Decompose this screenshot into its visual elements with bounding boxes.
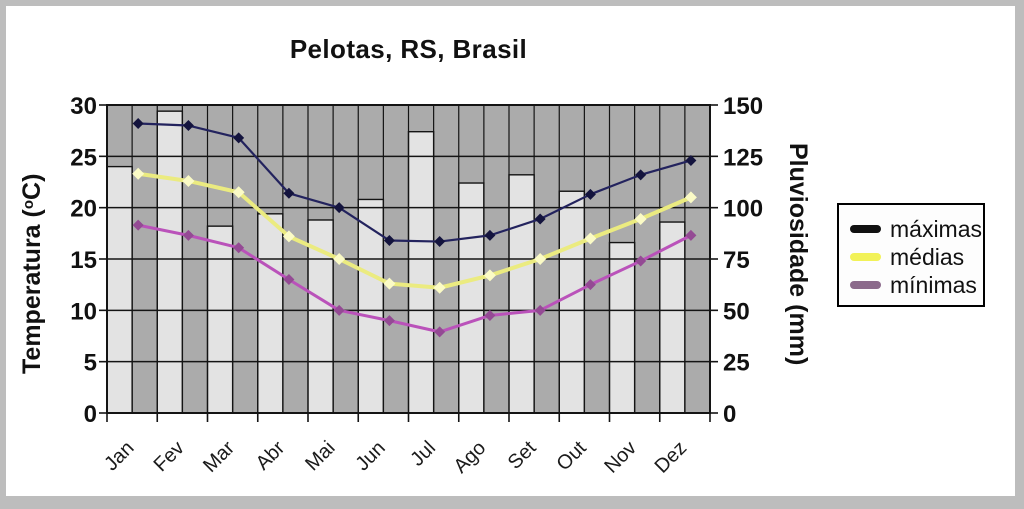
series-marker-1-set	[534, 253, 547, 265]
x-axis-label-dez: Dez	[651, 437, 692, 478]
legend-label-maximas: máximas	[890, 215, 983, 242]
series-marker-1-jan	[132, 167, 145, 180]
legend: máximas médias mínimas	[837, 203, 985, 307]
series-marker-1-fev	[182, 174, 195, 187]
precip-bar-ago	[458, 182, 485, 414]
precip-bar-jan	[106, 165, 133, 414]
series-marker-0-fev	[182, 120, 194, 132]
maximas-line-swatch	[850, 225, 881, 233]
series-marker-1-nov	[634, 212, 647, 225]
precip-bar-dez	[659, 221, 686, 414]
legend-item-medias: médias	[850, 243, 983, 271]
series-marker-2-nov	[635, 255, 647, 267]
chart-title: Pelotas, RS, Brasil	[289, 34, 528, 64]
left-axis-title: Temperatura (oC)	[18, 174, 47, 374]
series-marker-0-jul	[434, 236, 446, 248]
left-tick-label-15: 15	[70, 247, 97, 274]
series-marker-1-jun	[383, 277, 396, 290]
precip-bar-abr	[257, 213, 284, 414]
left-tick-label-10: 10	[70, 298, 97, 325]
precip-bar-mar	[206, 225, 234, 414]
series-marker-0-jan	[132, 117, 144, 129]
series-marker-1-dez	[684, 191, 697, 204]
right-tick-label-0: 0	[723, 401, 736, 428]
precip-bar-jun	[357, 198, 385, 414]
series-marker-2-out	[584, 279, 596, 291]
series-marker-0-out	[584, 188, 596, 200]
series-line-0	[137, 122, 693, 243]
x-axis-label-set: Set	[504, 437, 541, 474]
x-axis-label-ago: Ago	[450, 437, 491, 478]
x-axis-label-out: Out	[552, 437, 591, 476]
series-line-2	[136, 223, 693, 334]
x-axis-label-abr: Abr	[252, 437, 290, 475]
precip-bar-set	[508, 174, 535, 414]
series-marker-2-jun	[383, 315, 395, 327]
series-marker-0-mar	[233, 132, 245, 144]
series-marker-2-ago	[484, 309, 496, 321]
precip-bar-jul	[407, 130, 435, 414]
legend-item-maximas: máximas	[850, 215, 983, 243]
series-marker-0-jun	[383, 235, 395, 247]
degree-superscript: o	[20, 199, 37, 210]
minimas-line-swatch	[850, 281, 881, 289]
series-marker-1-abr	[282, 230, 295, 243]
left-axis-title-unit: C)	[18, 173, 46, 200]
left-tick-label-5: 5	[84, 350, 97, 377]
series-marker-2-jan	[132, 219, 144, 231]
left-tick-label-0: 0	[84, 401, 97, 428]
right-tick-label-75: 75	[723, 247, 750, 274]
left-tick-label-30: 30	[70, 93, 97, 120]
series-marker-2-mai	[333, 304, 345, 316]
series-marker-2-jul	[434, 326, 446, 338]
series-marker-0-ago	[484, 229, 496, 241]
series-marker-0-set	[534, 213, 546, 225]
series-marker-2-fev	[182, 229, 194, 241]
series-marker-0-mai	[333, 202, 345, 214]
series-marker-0-nov	[635, 169, 647, 181]
series-marker-1-mai	[333, 253, 346, 265]
precip-bar-fev	[156, 110, 184, 414]
left-tick-label-25: 25	[70, 144, 97, 171]
right-tick-label-50: 50	[723, 298, 750, 325]
medias-line-swatch	[850, 253, 881, 261]
right-axis-title: Pluviosidade (mm)	[784, 143, 812, 366]
x-axis-label-nov: Nov	[600, 437, 641, 478]
series-marker-2-set	[534, 304, 546, 316]
series-marker-1-jul	[433, 281, 446, 294]
x-axis-label-mai: Mai	[301, 437, 339, 475]
series-line-1	[136, 171, 693, 290]
left-axis-title-text: Temperatura (	[18, 209, 46, 374]
left-tick-label-20: 20	[70, 196, 97, 223]
x-axis-label-jul: Jul	[406, 437, 440, 471]
right-tick-label-125: 125	[723, 144, 763, 171]
x-axis-label-mar: Mar	[199, 437, 239, 477]
right-tick-label-150: 150	[723, 93, 763, 120]
series-marker-2-dez	[685, 229, 697, 241]
x-axis-label-jan: Jan	[100, 437, 138, 475]
right-tick-label-100: 100	[723, 196, 763, 223]
legend-label-medias: médias	[890, 243, 965, 270]
series-marker-1-ago	[483, 269, 496, 282]
series-marker-0-dez	[685, 154, 697, 166]
series-marker-2-abr	[283, 274, 295, 286]
series-marker-2-mar	[233, 242, 245, 254]
series-marker-1-mar	[232, 186, 245, 199]
x-axis-label-fev: Fev	[150, 437, 189, 476]
x-axis-label-jun: Jun	[351, 437, 389, 475]
legend-item-minimas: mínimas	[850, 271, 983, 299]
precip-bar-out	[558, 190, 586, 414]
right-tick-label-25: 25	[723, 350, 750, 377]
series-marker-1-out	[584, 232, 597, 245]
series-marker-0-abr	[283, 187, 295, 199]
legend-label-minimas: mínimas	[890, 271, 977, 298]
